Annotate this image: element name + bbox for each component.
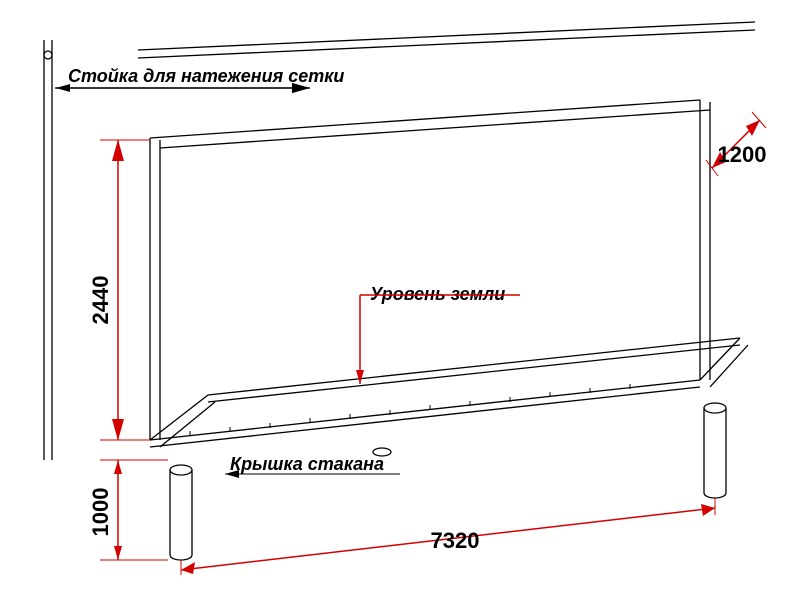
krysh-arrow [390,453,398,465]
actual-cup-arrow [394,452,400,465]
label-ground-level-text: Уровень земли [370,284,505,304]
label-cup-cover: Крышка стакана [230,452,400,474]
dim-7320: 7320 [181,498,715,575]
foundation-cylinder-right [704,403,726,498]
dim-1200-text: 1200 [718,142,767,167]
dim-2440: 2440 [88,140,150,440]
CUP-ARROW [392,452,402,464]
dim-1000: 1000 [88,460,168,560]
label-net-post-text: Стойка для натежения сетки [68,66,344,86]
diagram-canvas: Стойка для натежения сетки Уровень земли… [0,0,800,600]
dim-1200: 1200 [706,112,766,176]
arrow-cup-cover [392,453,398,464]
cupcover [393,453,400,465]
dim-2440-text: 2440 [88,276,113,325]
final-cup-arrow [390,452,398,464]
lbl-cup-arrow [390,453,398,465]
leader-cup-cover [392,453,398,465]
net-tension-post [44,40,52,460]
cup-cover-arrow-visible [392,453,398,465]
label-net-post: Стойка для натежения сетки [55,66,344,88]
dim-1000-text: 1000 [88,488,113,537]
cup-cover-pointer [395,454,400,464]
dim-7320-text: 7320 [431,528,480,553]
label-ground-level: Уровень земли [356,284,520,384]
foundation-cylinder-left [170,465,192,560]
label-cup-cover-text: Крышка стакана [230,454,384,474]
